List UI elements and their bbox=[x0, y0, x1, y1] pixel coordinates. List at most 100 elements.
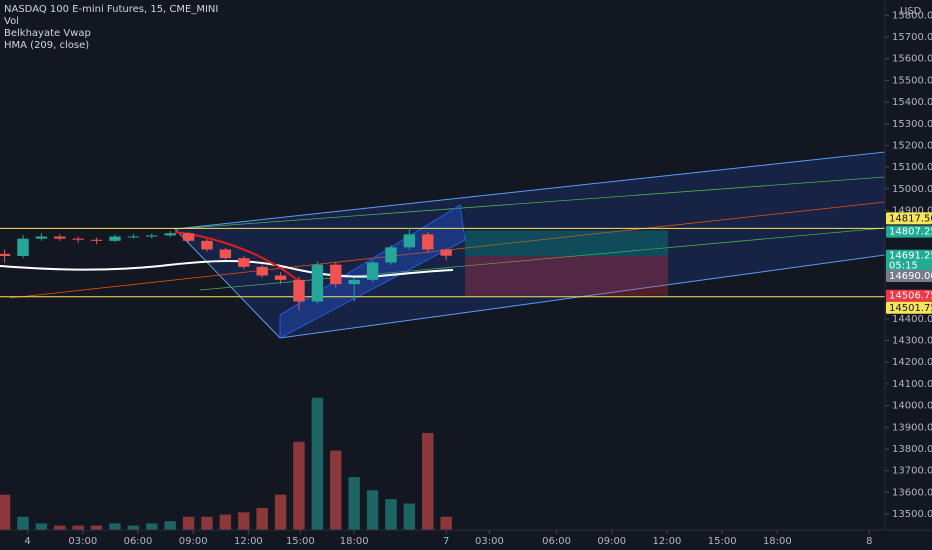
x-tick-label: 15:00 bbox=[286, 536, 315, 547]
candle-body bbox=[348, 279, 360, 285]
x-tick-label: 8 bbox=[866, 536, 872, 547]
currency-label: USD bbox=[900, 6, 922, 17]
volume-bar bbox=[422, 432, 434, 530]
y-tick-label: 13800.00 bbox=[892, 444, 932, 455]
y-tick-label: 14200.00 bbox=[892, 357, 932, 368]
volume-bar bbox=[35, 523, 48, 530]
candle-body bbox=[146, 235, 158, 237]
x-tick-label: 12:00 bbox=[653, 536, 682, 547]
y-tick-label: 14000.00 bbox=[892, 401, 932, 412]
volume-bar bbox=[0, 494, 11, 530]
candle-body bbox=[17, 238, 29, 257]
volume-bar bbox=[366, 490, 379, 530]
y-tick-label: 13900.00 bbox=[892, 422, 932, 433]
x-tick-label: 18:00 bbox=[763, 536, 792, 547]
price-label-box bbox=[886, 249, 932, 272]
candle-body bbox=[293, 279, 305, 302]
x-tick-label: 03:00 bbox=[475, 536, 504, 547]
loss-zone bbox=[465, 256, 668, 296]
candle-body bbox=[440, 249, 452, 256]
volume-bar bbox=[17, 516, 29, 530]
plot-area bbox=[0, 151, 886, 530]
candle-body bbox=[330, 264, 342, 285]
y-tick-label: 15800.00 bbox=[892, 10, 932, 21]
candle-body bbox=[201, 240, 213, 250]
price-label: 14817.50 bbox=[889, 213, 932, 224]
x-tick-label: 03:00 bbox=[68, 536, 97, 547]
price-label: 14506.75 bbox=[889, 291, 932, 302]
volume-bar bbox=[219, 514, 232, 530]
profit-zone bbox=[465, 230, 668, 257]
volume-bar bbox=[311, 397, 324, 530]
volume-bar bbox=[127, 525, 140, 530]
legend-entry: Vol bbox=[4, 16, 19, 27]
volume-bar bbox=[256, 507, 268, 530]
volume-bar bbox=[330, 450, 342, 530]
volume-bar bbox=[72, 525, 84, 530]
price-label: 14690.00 bbox=[889, 271, 932, 282]
x-tick-label: 06:00 bbox=[124, 536, 153, 547]
volume-bar bbox=[238, 512, 250, 530]
y-tick-label: 15100.00 bbox=[892, 162, 932, 173]
candle-body bbox=[311, 264, 324, 302]
candle-body bbox=[182, 233, 195, 241]
price-label: 14807.25 bbox=[889, 227, 932, 238]
volume-bar bbox=[146, 523, 158, 530]
y-tick-label: 14100.00 bbox=[892, 379, 932, 390]
volume-bar bbox=[182, 516, 195, 530]
price-label: 14691.25 bbox=[889, 251, 932, 262]
candle-body bbox=[109, 236, 121, 241]
candle-body bbox=[72, 238, 84, 240]
price-label-box bbox=[886, 225, 932, 238]
y-tick-label: 15300.00 bbox=[892, 119, 932, 130]
countdown-label: 05:15 bbox=[889, 261, 918, 272]
x-tick-label: 09:00 bbox=[597, 536, 626, 547]
candle-body bbox=[54, 236, 66, 239]
y-tick-label: 13600.00 bbox=[892, 487, 932, 498]
candle-body bbox=[256, 266, 268, 276]
volume-bar bbox=[403, 503, 416, 530]
candle-body bbox=[219, 249, 232, 259]
volume-bar bbox=[293, 441, 305, 530]
x-tick-label: 12:00 bbox=[234, 536, 263, 547]
y-tick-label: 14300.00 bbox=[892, 336, 932, 347]
y-tick-label: 13700.00 bbox=[892, 466, 932, 477]
volume-bar bbox=[348, 477, 360, 530]
y-tick-label: 14900.00 bbox=[892, 205, 932, 216]
candle-body bbox=[90, 239, 103, 241]
legend-entry: HMA (209, close) bbox=[4, 40, 89, 51]
candle-body bbox=[274, 275, 287, 280]
x-tick-label: 09:00 bbox=[179, 536, 208, 547]
y-tick-label: 15400.00 bbox=[892, 97, 932, 108]
x-tick-label: 18:00 bbox=[340, 536, 369, 547]
volume-bar bbox=[109, 523, 121, 530]
price-label-box bbox=[886, 212, 932, 225]
candle-body bbox=[127, 236, 140, 238]
volume-bar bbox=[164, 521, 176, 530]
volume-bar bbox=[54, 525, 66, 530]
candle-body bbox=[238, 258, 250, 267]
y-tick-label: 15600.00 bbox=[892, 54, 932, 65]
x-tick-label: 4 bbox=[24, 536, 30, 547]
volume-bar bbox=[440, 516, 452, 530]
price-label-box bbox=[886, 270, 932, 283]
channel-line bbox=[174, 176, 886, 230]
price-label-box bbox=[886, 301, 932, 314]
legend: NASDAQ 100 E-mini Futures, 15, CME_MINI … bbox=[4, 4, 218, 51]
volume-bar bbox=[274, 494, 287, 530]
candle-body bbox=[403, 234, 416, 248]
x-tick-label: 15:00 bbox=[708, 536, 737, 547]
volume-bar bbox=[201, 516, 213, 530]
candle-body bbox=[164, 233, 176, 236]
y-tick-label: 15500.00 bbox=[892, 75, 932, 86]
y-tick-label: 15000.00 bbox=[892, 184, 932, 195]
y-tick-label: 13500.00 bbox=[892, 509, 932, 520]
candle-body bbox=[0, 253, 11, 257]
candle-body bbox=[385, 247, 397, 263]
volume-bar bbox=[385, 499, 397, 530]
chart-title: NASDAQ 100 E-mini Futures, 15, CME_MINI bbox=[4, 4, 218, 15]
volume-bar bbox=[90, 525, 103, 530]
candle-body bbox=[35, 236, 48, 239]
